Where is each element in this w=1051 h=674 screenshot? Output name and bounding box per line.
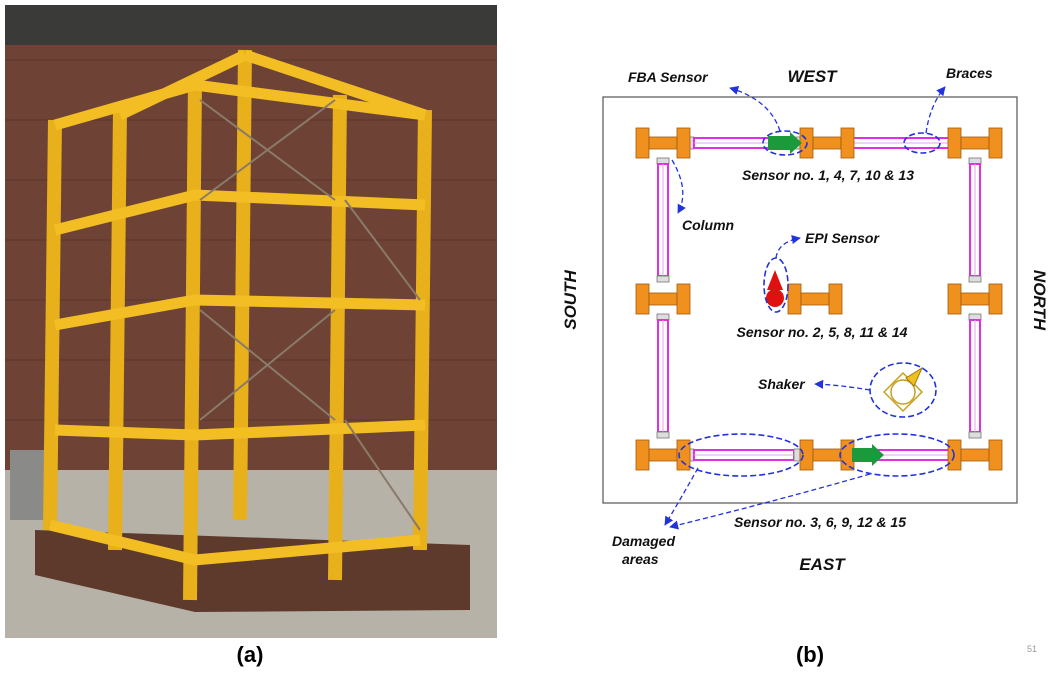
sensor-group: Sensor no. 2, 5, 8, 11 & 14 <box>737 324 908 340</box>
label-epi: EPI Sensor <box>805 230 880 246</box>
direction-north: NORTH <box>1030 270 1049 331</box>
direction-east: EAST <box>799 555 846 574</box>
label-damaged: Damaged <box>612 533 675 549</box>
page-number: 51 <box>1027 644 1037 654</box>
sensor-group: Sensor no. 1, 4, 7, 10 & 13 <box>742 167 914 183</box>
label-fba: FBA Sensor <box>628 69 709 85</box>
label-shaker: Shaker <box>758 376 806 392</box>
caption-b: (b) <box>796 642 824 667</box>
photo <box>5 5 497 638</box>
sensor-group: Sensor no. 3, 6, 9, 12 & 15 <box>734 514 906 530</box>
direction-south: SOUTH <box>561 270 580 330</box>
direction-west: WEST <box>787 67 838 86</box>
figure: (a) WEST EAST SOUTH NORTH FBA Sensor Bra… <box>0 0 1051 674</box>
label-areas: areas <box>622 551 659 567</box>
label-braces: Braces <box>946 65 993 81</box>
caption-a: (a) <box>237 642 264 667</box>
label-column: Column <box>682 217 734 233</box>
